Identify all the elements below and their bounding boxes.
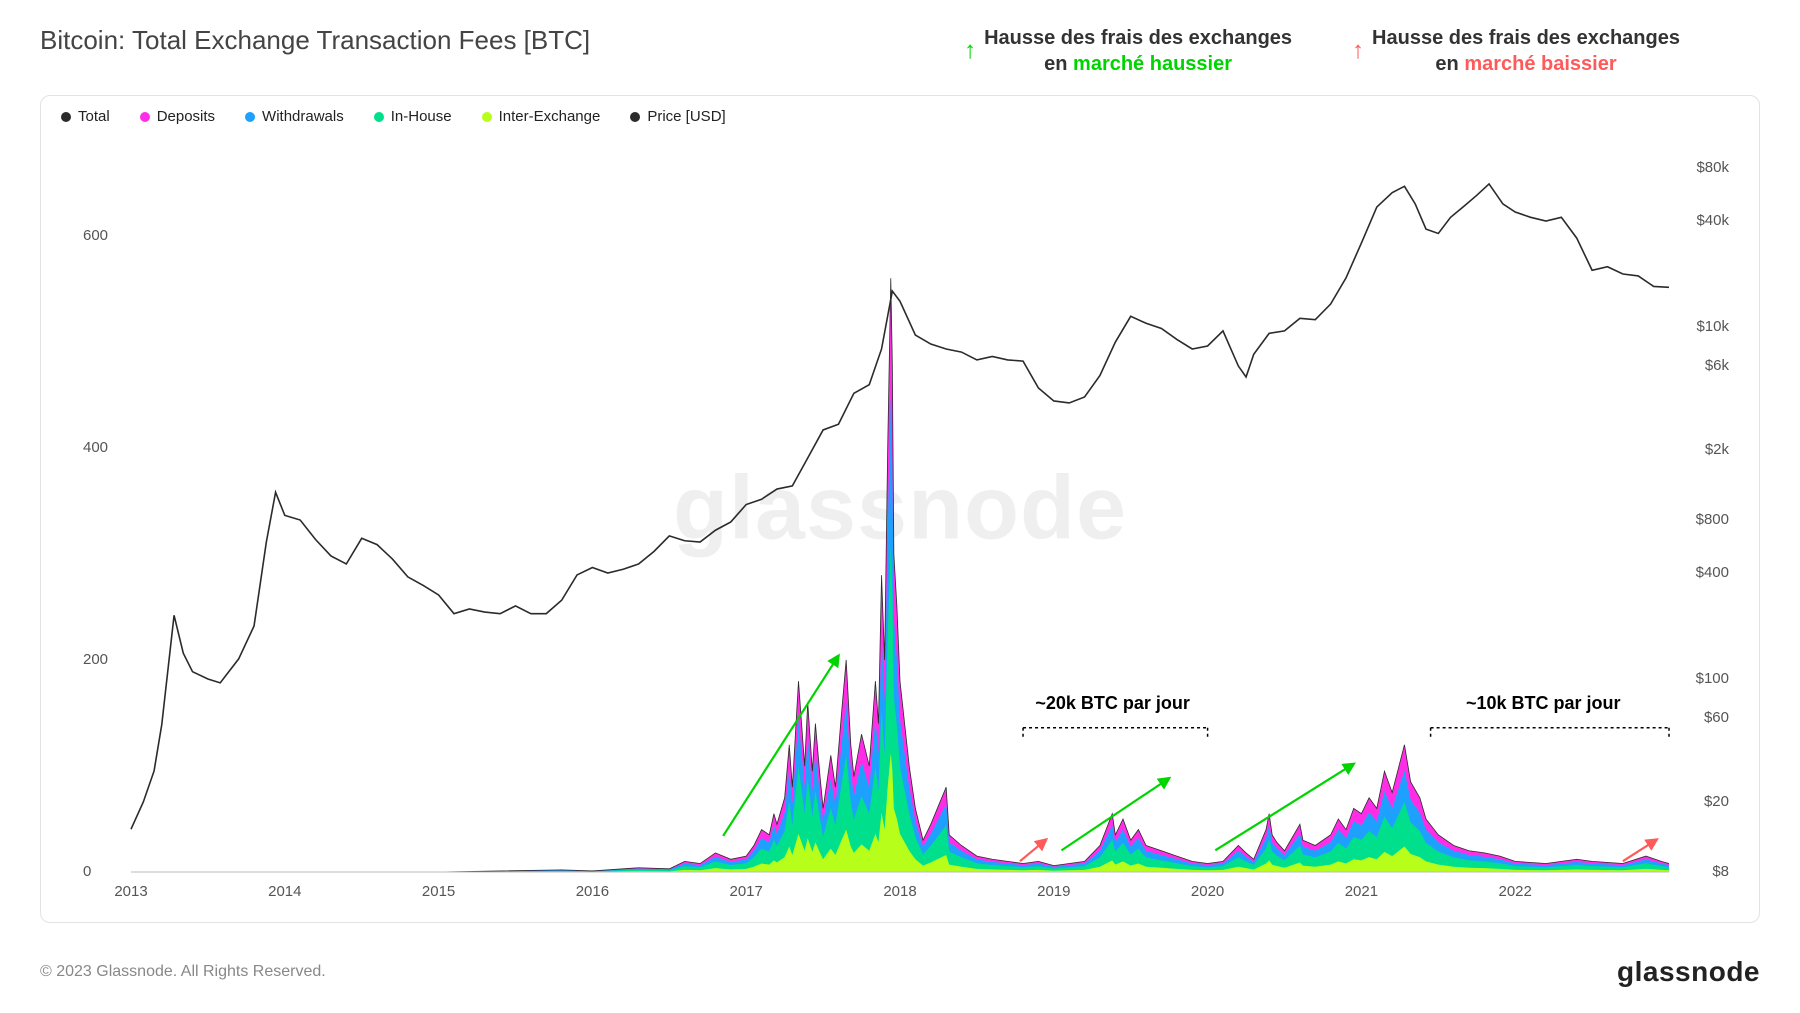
annotation-bull-line1: Hausse des frais des exchanges xyxy=(984,25,1292,51)
annotation-bull-emph: marché haussier xyxy=(1073,53,1232,75)
plot-area: 0200400600$8$20$60$100$400$800$2k$6k$10k… xyxy=(131,151,1669,872)
legend-item[interactable]: Deposits xyxy=(140,108,215,125)
y-right-tick: $10k xyxy=(1696,318,1729,335)
legend-label: Total xyxy=(78,108,110,125)
trend-arrow xyxy=(1020,840,1046,862)
annotation-bull-text: Hausse des frais des exchanges en marché… xyxy=(984,25,1292,77)
header-annotations: ↑ Hausse des frais des exchanges en marc… xyxy=(964,25,1680,77)
y-right-tick: $800 xyxy=(1696,511,1729,528)
brand-logo: glassnode xyxy=(1617,956,1760,988)
y-right-tick: $80k xyxy=(1696,159,1729,176)
bracket xyxy=(1431,728,1669,740)
legend-dot-icon xyxy=(245,112,255,122)
annotation-bull-line2: en marché haussier xyxy=(984,51,1292,77)
x-tick: 2020 xyxy=(1191,883,1224,900)
y-right-tick: $6k xyxy=(1705,357,1729,374)
legend-item[interactable]: Withdrawals xyxy=(245,108,344,125)
legend-label: Price [USD] xyxy=(647,108,725,125)
x-tick: 2019 xyxy=(1037,883,1070,900)
annotation-bear-text: Hausse des frais des exchanges en marché… xyxy=(1372,25,1680,77)
y-right-tick: $40k xyxy=(1696,212,1729,229)
legend-item[interactable]: Price [USD] xyxy=(630,108,725,125)
footer: © 2023 Glassnode. All Rights Reserved. g… xyxy=(40,956,1760,988)
bracket xyxy=(1023,728,1208,740)
legend-dot-icon xyxy=(140,112,150,122)
legend-item[interactable]: Total xyxy=(61,108,110,125)
y-left-tick: 200 xyxy=(83,651,108,668)
legend-label: Deposits xyxy=(157,108,215,125)
y-left-tick: 600 xyxy=(83,227,108,244)
plot-svg xyxy=(131,151,1669,872)
annotation-bear-prefix: en xyxy=(1435,53,1464,75)
annotation-bear: ↑ Hausse des frais des exchanges en marc… xyxy=(1352,25,1680,77)
y-left-tick: 400 xyxy=(83,439,108,456)
legend-label: In-House xyxy=(391,108,452,125)
y-right-tick: $100 xyxy=(1696,670,1729,687)
legend-item[interactable]: In-House xyxy=(374,108,452,125)
legend-dot-icon xyxy=(61,112,71,122)
chart-frame: Total Deposits Withdrawals In-House Inter-Ex… xyxy=(40,95,1760,923)
y-left-tick: 0 xyxy=(83,863,91,880)
annotation-bull: ↑ Hausse des frais des exchanges en marc… xyxy=(964,25,1292,77)
arrow-up-icon: ↑ xyxy=(1352,37,1364,65)
x-tick: 2018 xyxy=(883,883,916,900)
legend: Total Deposits Withdrawals In-House Inter-Ex… xyxy=(61,108,726,125)
chart-title: Bitcoin: Total Exchange Transaction Fees… xyxy=(40,25,590,56)
annotation-bear-line2: en marché baissier xyxy=(1372,51,1680,77)
x-tick: 2022 xyxy=(1499,883,1532,900)
legend-dot-icon xyxy=(482,112,492,122)
y-right-tick: $8 xyxy=(1712,863,1729,880)
annotation-bull-prefix: en xyxy=(1044,53,1073,75)
annotation-bear-line1: Hausse des frais des exchanges xyxy=(1372,25,1680,51)
y-right-tick: $60 xyxy=(1704,709,1729,726)
legend-label: Withdrawals xyxy=(262,108,344,125)
legend-item[interactable]: Inter-Exchange xyxy=(482,108,601,125)
y-right-tick: $2k xyxy=(1705,441,1729,458)
legend-dot-icon xyxy=(374,112,384,122)
header: Bitcoin: Total Exchange Transaction Fees… xyxy=(40,25,1760,77)
x-tick: 2014 xyxy=(268,883,301,900)
x-tick: 2017 xyxy=(730,883,763,900)
y-right-tick: $400 xyxy=(1696,564,1729,581)
legend-dot-icon xyxy=(630,112,640,122)
annotation-bear-emph: marché baissier xyxy=(1464,53,1616,75)
legend-label: Inter-Exchange xyxy=(499,108,601,125)
x-tick: 2013 xyxy=(114,883,147,900)
x-tick: 2016 xyxy=(576,883,609,900)
x-tick: 2015 xyxy=(422,883,455,900)
y-right-tick: $20 xyxy=(1704,793,1729,810)
arrow-up-icon: ↑ xyxy=(964,37,976,65)
x-tick: 2021 xyxy=(1345,883,1378,900)
copyright: © 2023 Glassnode. All Rights Reserved. xyxy=(40,963,326,981)
